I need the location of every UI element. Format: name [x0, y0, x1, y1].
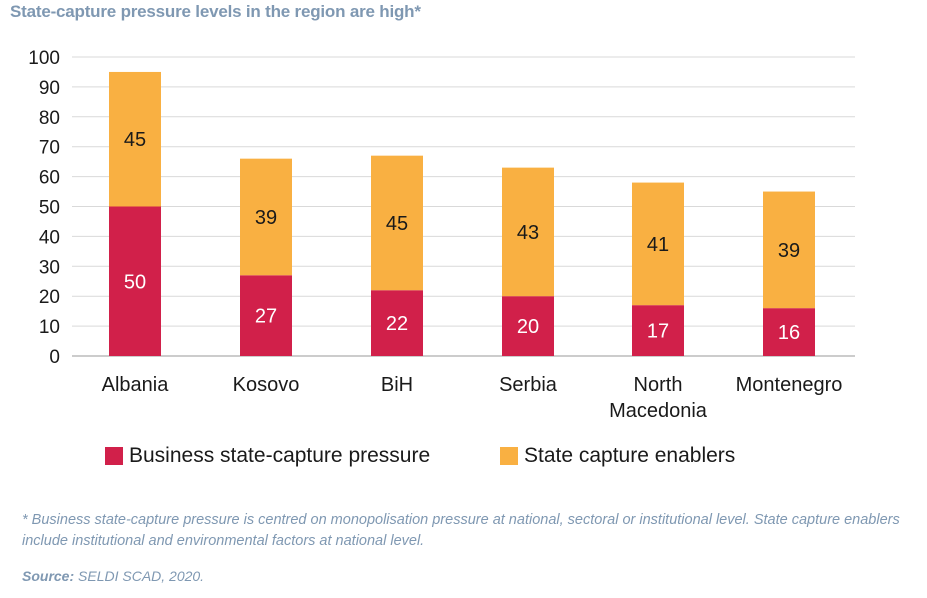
bar-enablers: [371, 155, 423, 291]
bar-enablers: [109, 71, 161, 207]
bar-pressure: [763, 308, 815, 356]
x-category-label: Macedonia: [609, 400, 708, 422]
data-label: 50: [124, 271, 146, 293]
y-tick-label: 100: [28, 48, 60, 69]
data-label: 27: [255, 306, 277, 328]
bar-enablers: [763, 191, 815, 309]
legend-item-pressure: Business state-capture pressure: [105, 444, 430, 468]
bar-enablers: [240, 158, 292, 276]
data-label: 39: [778, 240, 800, 262]
y-tick-label: 40: [39, 227, 60, 248]
legend-label-pressure: Business state-capture pressure: [129, 444, 431, 467]
x-category-label: Montenegro: [736, 374, 843, 396]
bar-pressure: [502, 296, 554, 356]
y-tick-label: 0: [49, 347, 60, 368]
x-category-label: Albania: [102, 374, 170, 396]
y-tick-label: 30: [39, 257, 60, 278]
data-label: 16: [778, 322, 800, 344]
data-label: 43: [517, 222, 539, 244]
y-tick-label: 20: [39, 287, 60, 308]
legend-swatch-pressure: [105, 447, 123, 465]
data-label: 45: [124, 129, 146, 151]
y-tick-label: 70: [39, 138, 60, 159]
stacked-bar-chart: 0 10 20 30 40 50 60 70 80 90 100 50 45 Albania 27 39 Kos…: [28, 48, 855, 422]
y-tick-label: 80: [39, 108, 60, 129]
legend-label-enablers: State capture enablers: [524, 444, 736, 467]
data-label: 17: [647, 321, 669, 343]
source-note: Source: SELDI SCAD, 2020.: [22, 568, 204, 584]
legend-swatch-enablers: [500, 447, 518, 465]
legend-item-enablers: State capture enablers: [500, 444, 735, 468]
legend: Business state-capture pressure State ca…: [0, 444, 927, 476]
y-tick-label: 10: [39, 317, 60, 338]
x-category-label: Kosovo: [233, 374, 300, 396]
data-label: 45: [386, 213, 408, 235]
bar-enablers: [632, 182, 684, 306]
bar-pressure: [632, 305, 684, 356]
data-label: 41: [647, 234, 669, 256]
y-tick-label: 50: [39, 198, 60, 219]
data-label: 39: [255, 207, 277, 229]
bar-pressure: [109, 206, 161, 356]
footnote: * Business state-capture pressure is cen…: [22, 512, 900, 549]
source-label: Source:: [22, 568, 75, 584]
x-category-label: Serbia: [499, 374, 558, 396]
bar-pressure: [240, 275, 292, 356]
data-label: 22: [386, 313, 408, 335]
x-category-label: North: [634, 374, 683, 396]
data-label: 20: [517, 316, 539, 338]
x-category-label: BiH: [381, 374, 413, 396]
bar-pressure: [371, 290, 423, 356]
chart-title: State-capture pressure levels in the reg…: [10, 2, 421, 21]
bar-enablers: [502, 167, 554, 297]
source-text: SELDI SCAD, 2020.: [74, 568, 205, 584]
y-tick-label: 90: [39, 78, 60, 99]
y-tick-label: 60: [39, 168, 60, 189]
